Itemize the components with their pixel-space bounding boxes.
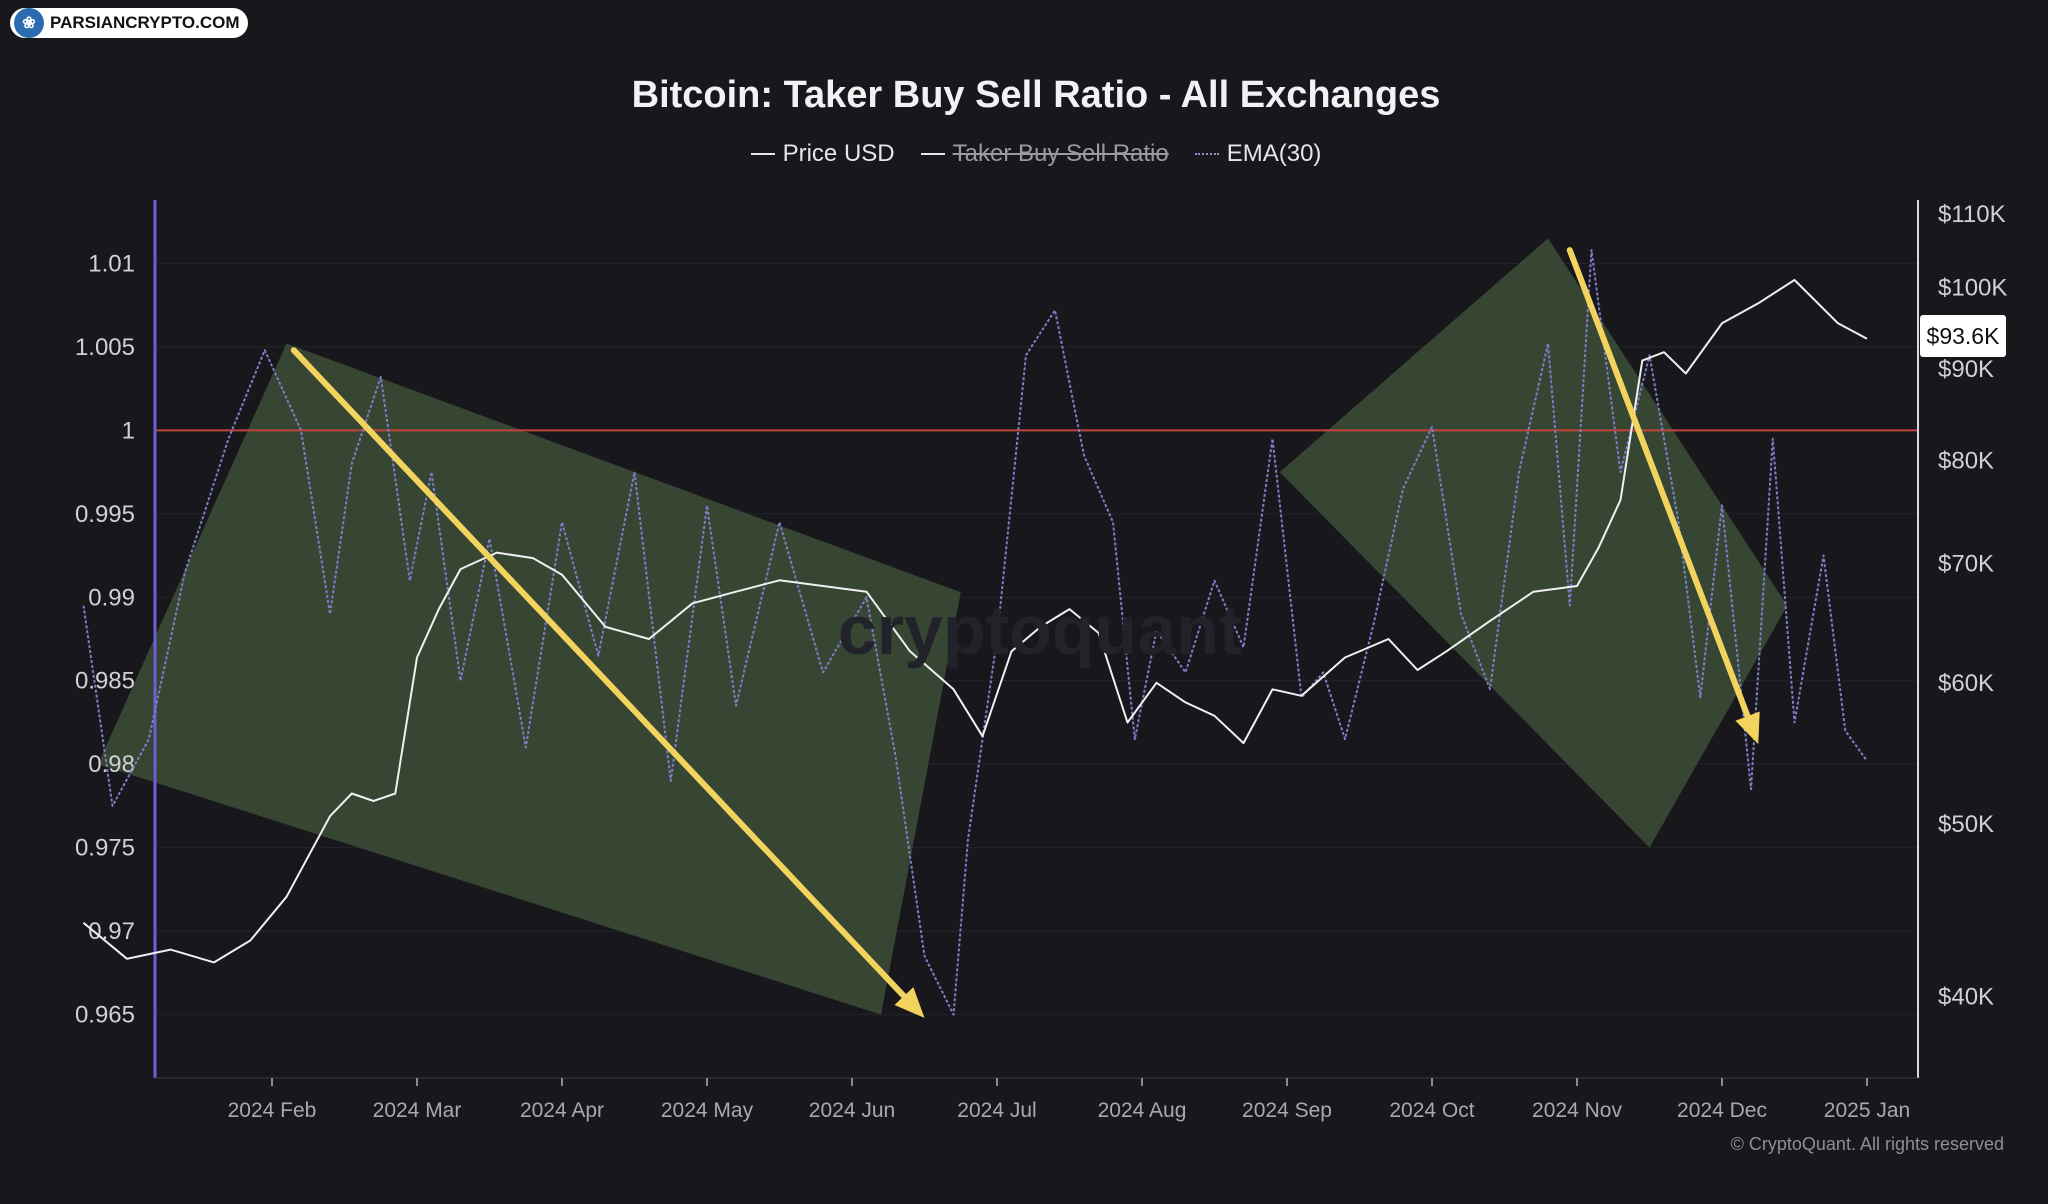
chart-title: Bitcoin: Taker Buy Sell Ratio - All Exch… [631,74,1441,116]
x-tick-label-8: 2024 Oct [1389,1099,1474,1122]
x-tick-label-6: 2024 Aug [1098,1099,1187,1122]
left-tick-label-3: 0.995 [75,501,135,528]
legend-label-ema: EMA(30) [1226,140,1322,167]
x-tick-label-9: 2024 Nov [1532,1099,1622,1122]
right-tick-label-5: $60K [1938,670,1994,697]
left-tick-label-8: 0.97 [88,918,135,945]
current-price-tag: $93.6K [1920,315,2006,357]
x-tick-label-3: 2024 May [661,1099,754,1122]
right-tick-label-0: $110K [1938,201,2006,228]
site-badge[interactable]: ❀ PARSIANCRYPTO.COM [10,8,248,38]
copyright-notice: © CryptoQuant. All rights reserved [1730,1134,2004,1154]
right-tick-label-6: $50K [1938,811,1994,838]
trend-arrow-2 [1566,247,1751,720]
trend-channel-1 [98,343,961,1015]
x-tick-label-0: 2024 Feb [228,1099,317,1122]
right-tick-label-3: $80K [1938,447,1994,474]
legend-swatch-price [750,153,775,155]
trend-channel-2 [1279,238,1788,848]
left-tick-label-6: 0.98 [88,751,135,778]
series-price-usd-line [82,279,1868,964]
x-tick-label-4: 2024 Jun [809,1099,895,1122]
x-tick-label-11: 2025 Jan [1824,1099,1910,1122]
left-tick-label-1: 1.005 [75,334,135,361]
legend-item-ema[interactable]: EMA(30) [1194,140,1322,168]
legend-item-price[interactable]: Price USD [750,140,895,168]
watermark: cryptoquant [837,591,1243,669]
left-tick-label-4: 0.99 [88,584,135,611]
trend-arrow-head-1 [894,987,925,1018]
trend-arrow-head-2 [1735,711,1760,745]
x-tick-label-7: 2024 Sep [1242,1099,1332,1122]
trend-arrow-1 [290,347,907,1000]
x-tick-label-10: 2024 Dec [1677,1099,1767,1122]
right-tick-label-2: $90K [1938,356,1994,383]
right-tick-label-1: $100K [1938,275,2007,302]
legend-swatch-ratio [920,153,945,155]
legend: Price USD Taker Buy Sell Ratio EMA(30) [0,140,2048,168]
site-badge-label: PARSIANCRYPTO.COM [50,13,240,32]
x-tick-label-2: 2024 Apr [520,1099,604,1122]
legend-label-ratio: Taker Buy Sell Ratio [952,140,1169,167]
left-tick-label-2: 1 [122,417,135,444]
series-ema30-line [82,249,1868,1016]
left-tick-label-5: 0.985 [75,668,135,695]
left-tick-label-0: 1.01 [88,250,135,277]
legend-label-price: Price USD [782,140,895,167]
legend-swatch-ema [1194,153,1219,155]
legend-item-ratio[interactable]: Taker Buy Sell Ratio [920,140,1169,168]
x-tick-label-5: 2024 Jul [957,1099,1036,1122]
x-tick-label-1: 2024 Mar [373,1099,462,1122]
left-tick-label-7: 0.975 [75,835,135,862]
tree-logo-icon: ❀ [14,8,44,38]
right-tick-label-7: $40K [1938,983,1994,1010]
left-tick-label-9: 0.965 [75,1002,135,1029]
right-tick-label-4: $70K [1938,551,1994,578]
